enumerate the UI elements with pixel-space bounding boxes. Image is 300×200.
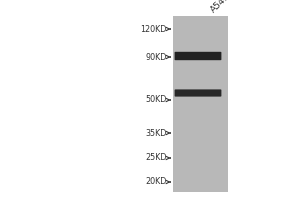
Text: 50KD: 50KD (145, 96, 166, 104)
Text: 90KD: 90KD (145, 52, 166, 62)
Bar (172, 16, 228, 192)
Text: 35KD: 35KD (145, 129, 166, 138)
Text: 20KD: 20KD (145, 178, 166, 186)
FancyBboxPatch shape (175, 52, 221, 60)
FancyBboxPatch shape (175, 89, 221, 97)
Text: 25KD: 25KD (145, 154, 167, 162)
Text: A549: A549 (208, 0, 231, 14)
Text: 120KD: 120KD (140, 24, 166, 33)
